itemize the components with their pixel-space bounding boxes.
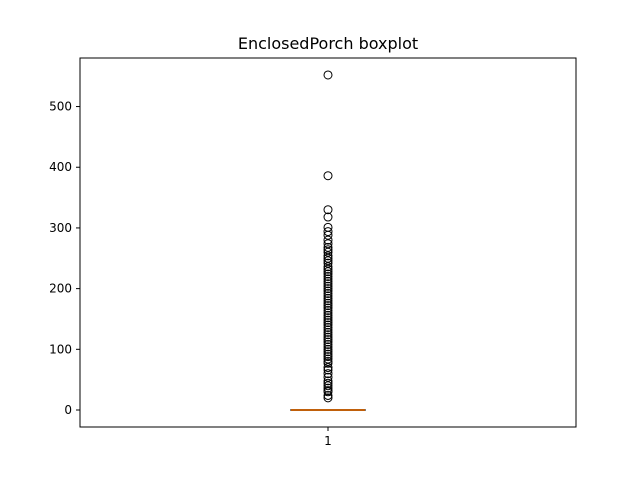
x-tick-label: 1 (324, 434, 332, 448)
outlier-point (323, 376, 333, 386)
outlier-point (323, 70, 333, 80)
outlier-point (323, 296, 333, 306)
outlier-point (323, 363, 333, 373)
outlier-point (323, 267, 333, 277)
outlier-point (323, 365, 333, 375)
outlier-point (323, 212, 333, 222)
outlier-point (323, 335, 333, 345)
outlier-point (323, 262, 333, 272)
chart-title: EnclosedPorch boxplot (238, 34, 418, 53)
outlier-point (323, 349, 333, 359)
outlier-point (323, 276, 333, 286)
outlier-point (323, 342, 333, 352)
outlier-layer (323, 70, 333, 403)
y-axis: 0 100 200 300 400 500 (49, 100, 80, 417)
outlier-point (323, 279, 333, 289)
outlier-point (323, 313, 333, 323)
outlier-point (323, 381, 333, 391)
outlier-point (323, 269, 333, 279)
outlier-point (323, 286, 333, 296)
outlier-point (323, 205, 333, 215)
outlier-point (323, 251, 333, 261)
outlier-point (323, 337, 333, 347)
outlier-point (323, 281, 333, 291)
outlier-point (323, 303, 333, 313)
outlier-point (323, 318, 333, 328)
y-tick-label: 0 (64, 403, 72, 417)
y-tick-label: 400 (49, 160, 72, 174)
outlier-point (323, 332, 333, 342)
outlier-point (323, 264, 333, 274)
outlier-point (323, 308, 333, 318)
outlier-point (323, 390, 333, 400)
outlier-point (323, 322, 333, 332)
outlier-point (323, 288, 333, 298)
outlier-point (323, 171, 333, 181)
outlier-point (323, 301, 333, 311)
y-tick-label: 500 (49, 100, 72, 114)
outlier-point (323, 327, 333, 337)
x-axis: 1 (324, 427, 332, 448)
outlier-point (323, 369, 333, 379)
outlier-point (323, 235, 333, 245)
outlier-point (323, 284, 333, 294)
outlier-point (323, 293, 333, 303)
y-tick-label: 300 (49, 221, 72, 235)
outlier-point (323, 271, 333, 281)
outlier-point (323, 310, 333, 320)
outlier-point (323, 325, 333, 335)
outlier-point (323, 344, 333, 354)
outlier-point (323, 393, 333, 403)
outlier-point (323, 315, 333, 325)
outlier-point (323, 347, 333, 357)
outlier-point (323, 305, 333, 315)
y-tick-label: 200 (49, 282, 72, 296)
outlier-point (323, 298, 333, 308)
y-tick-label: 100 (49, 342, 72, 356)
outlier-point (323, 387, 333, 397)
outlier-point (323, 339, 333, 349)
outlier-point (323, 383, 333, 393)
outlier-point (323, 330, 333, 340)
box-layer (290, 409, 366, 412)
outlier-point (323, 291, 333, 301)
outlier-point (323, 352, 333, 362)
outlier-point (323, 320, 333, 330)
outlier-point (323, 274, 333, 284)
outlier-point (323, 358, 333, 368)
